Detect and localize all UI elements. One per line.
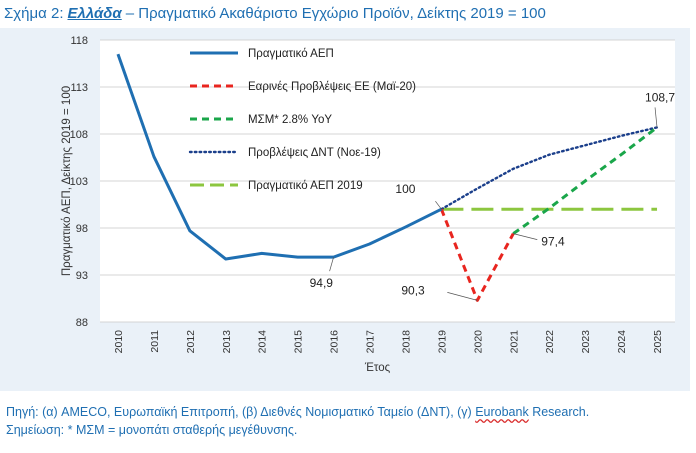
x-tick-label: 2020: [472, 330, 484, 354]
legend-label: Εαρινές Προβλέψεις ΕΕ (Μαϊ-20): [248, 81, 416, 93]
x-tick-label: 2022: [544, 330, 556, 354]
legend-label: Προβλέψεις ΔΝΤ (Noε-19): [248, 147, 381, 159]
chart-panel: 118 113 108 103 98 93 88 2010 2011 2012 2013 2014 20…: [0, 28, 690, 391]
x-tick-label: 2024: [616, 330, 628, 354]
y-tick-label: 98: [76, 223, 88, 235]
figure-title: Σχήμα 2: Ελλάδα – Πραγματικό Ακαθάριστο …: [0, 0, 696, 26]
x-tick-label: 2017: [365, 330, 377, 354]
series-line: [116, 53, 443, 261]
annotation-leader: [513, 233, 538, 240]
x-tick-label: 2019: [436, 330, 448, 354]
series-line: [512, 126, 658, 235]
y-tick-label: 113: [70, 82, 88, 94]
legend-label: Πραγματικό ΑΕΠ 2019: [248, 180, 363, 192]
y-tick-label: 108: [70, 129, 88, 141]
figure-subtitle: – Πραγματικό Ακαθάριστο Εγχώριο Προϊόν, …: [125, 4, 546, 22]
annotation-leader: [435, 200, 442, 210]
data-label: 94,9: [310, 276, 334, 290]
y-tick-label: 103: [70, 176, 88, 188]
x-tick-label: 2015: [293, 330, 305, 354]
source-suffix: Research.: [528, 405, 590, 419]
x-tick-label: 2016: [329, 330, 341, 354]
x-tick-label: 2013: [221, 330, 233, 354]
x-tick-label: 2025: [652, 330, 664, 354]
x-tick-label: 2018: [400, 330, 412, 354]
source-line: Πηγή: (α) AMECO, Ευρωπαϊκή Επιτροπή, (β)…: [6, 403, 692, 421]
x-axis-title: Έτος: [364, 362, 391, 374]
annotation-leader: [654, 107, 658, 128]
x-tick-label: 2014: [257, 330, 269, 354]
data-label: 108,7: [645, 90, 675, 104]
legend-label: Πραγματικό ΑΕΠ: [248, 48, 334, 60]
x-tick-label: 2010: [113, 330, 125, 354]
y-axis-title: Πραγματικό ΑΕΠ, Δείκτης 2019 = 100: [61, 86, 73, 276]
x-tick-label: 2023: [580, 330, 592, 354]
data-label: 90,3: [401, 283, 425, 297]
y-tick-label: 118: [70, 35, 88, 47]
footer: Πηγή: (α) AMECO, Ευρωπαϊκή Επιτροπή, (β)…: [6, 403, 692, 439]
y-tick-label: 88: [76, 317, 88, 329]
annotation-leader: [447, 292, 478, 301]
x-tick-label: 2012: [185, 330, 197, 354]
x-tick-label: 2021: [508, 330, 520, 354]
source-eurobank: Eurobank: [475, 405, 529, 419]
figure-number: Σχήμα 2:: [4, 4, 64, 22]
source-text: Πηγή: (α) AMECO, Ευρωπαϊκή Επιτροπή, (β)…: [6, 405, 476, 419]
y-tick-label: 93: [76, 270, 88, 282]
figure-country: Ελλάδα: [67, 4, 122, 22]
note-line: Σημείωση: * ΜΣΜ = μονοπάτι σταθερής μεγέ…: [6, 423, 298, 437]
data-label: 97,4: [541, 235, 565, 249]
data-label: 100: [395, 182, 415, 196]
gdp-line-chart: 118 113 108 103 98 93 88 2010 2011 2012 2013 2014 20…: [61, 35, 675, 374]
series-line: [440, 126, 659, 211]
annotation-leader: [329, 257, 334, 272]
legend-label: ΜΣΜ* 2.8% YoY: [248, 114, 332, 126]
x-tick-label: 2011: [149, 330, 161, 353]
